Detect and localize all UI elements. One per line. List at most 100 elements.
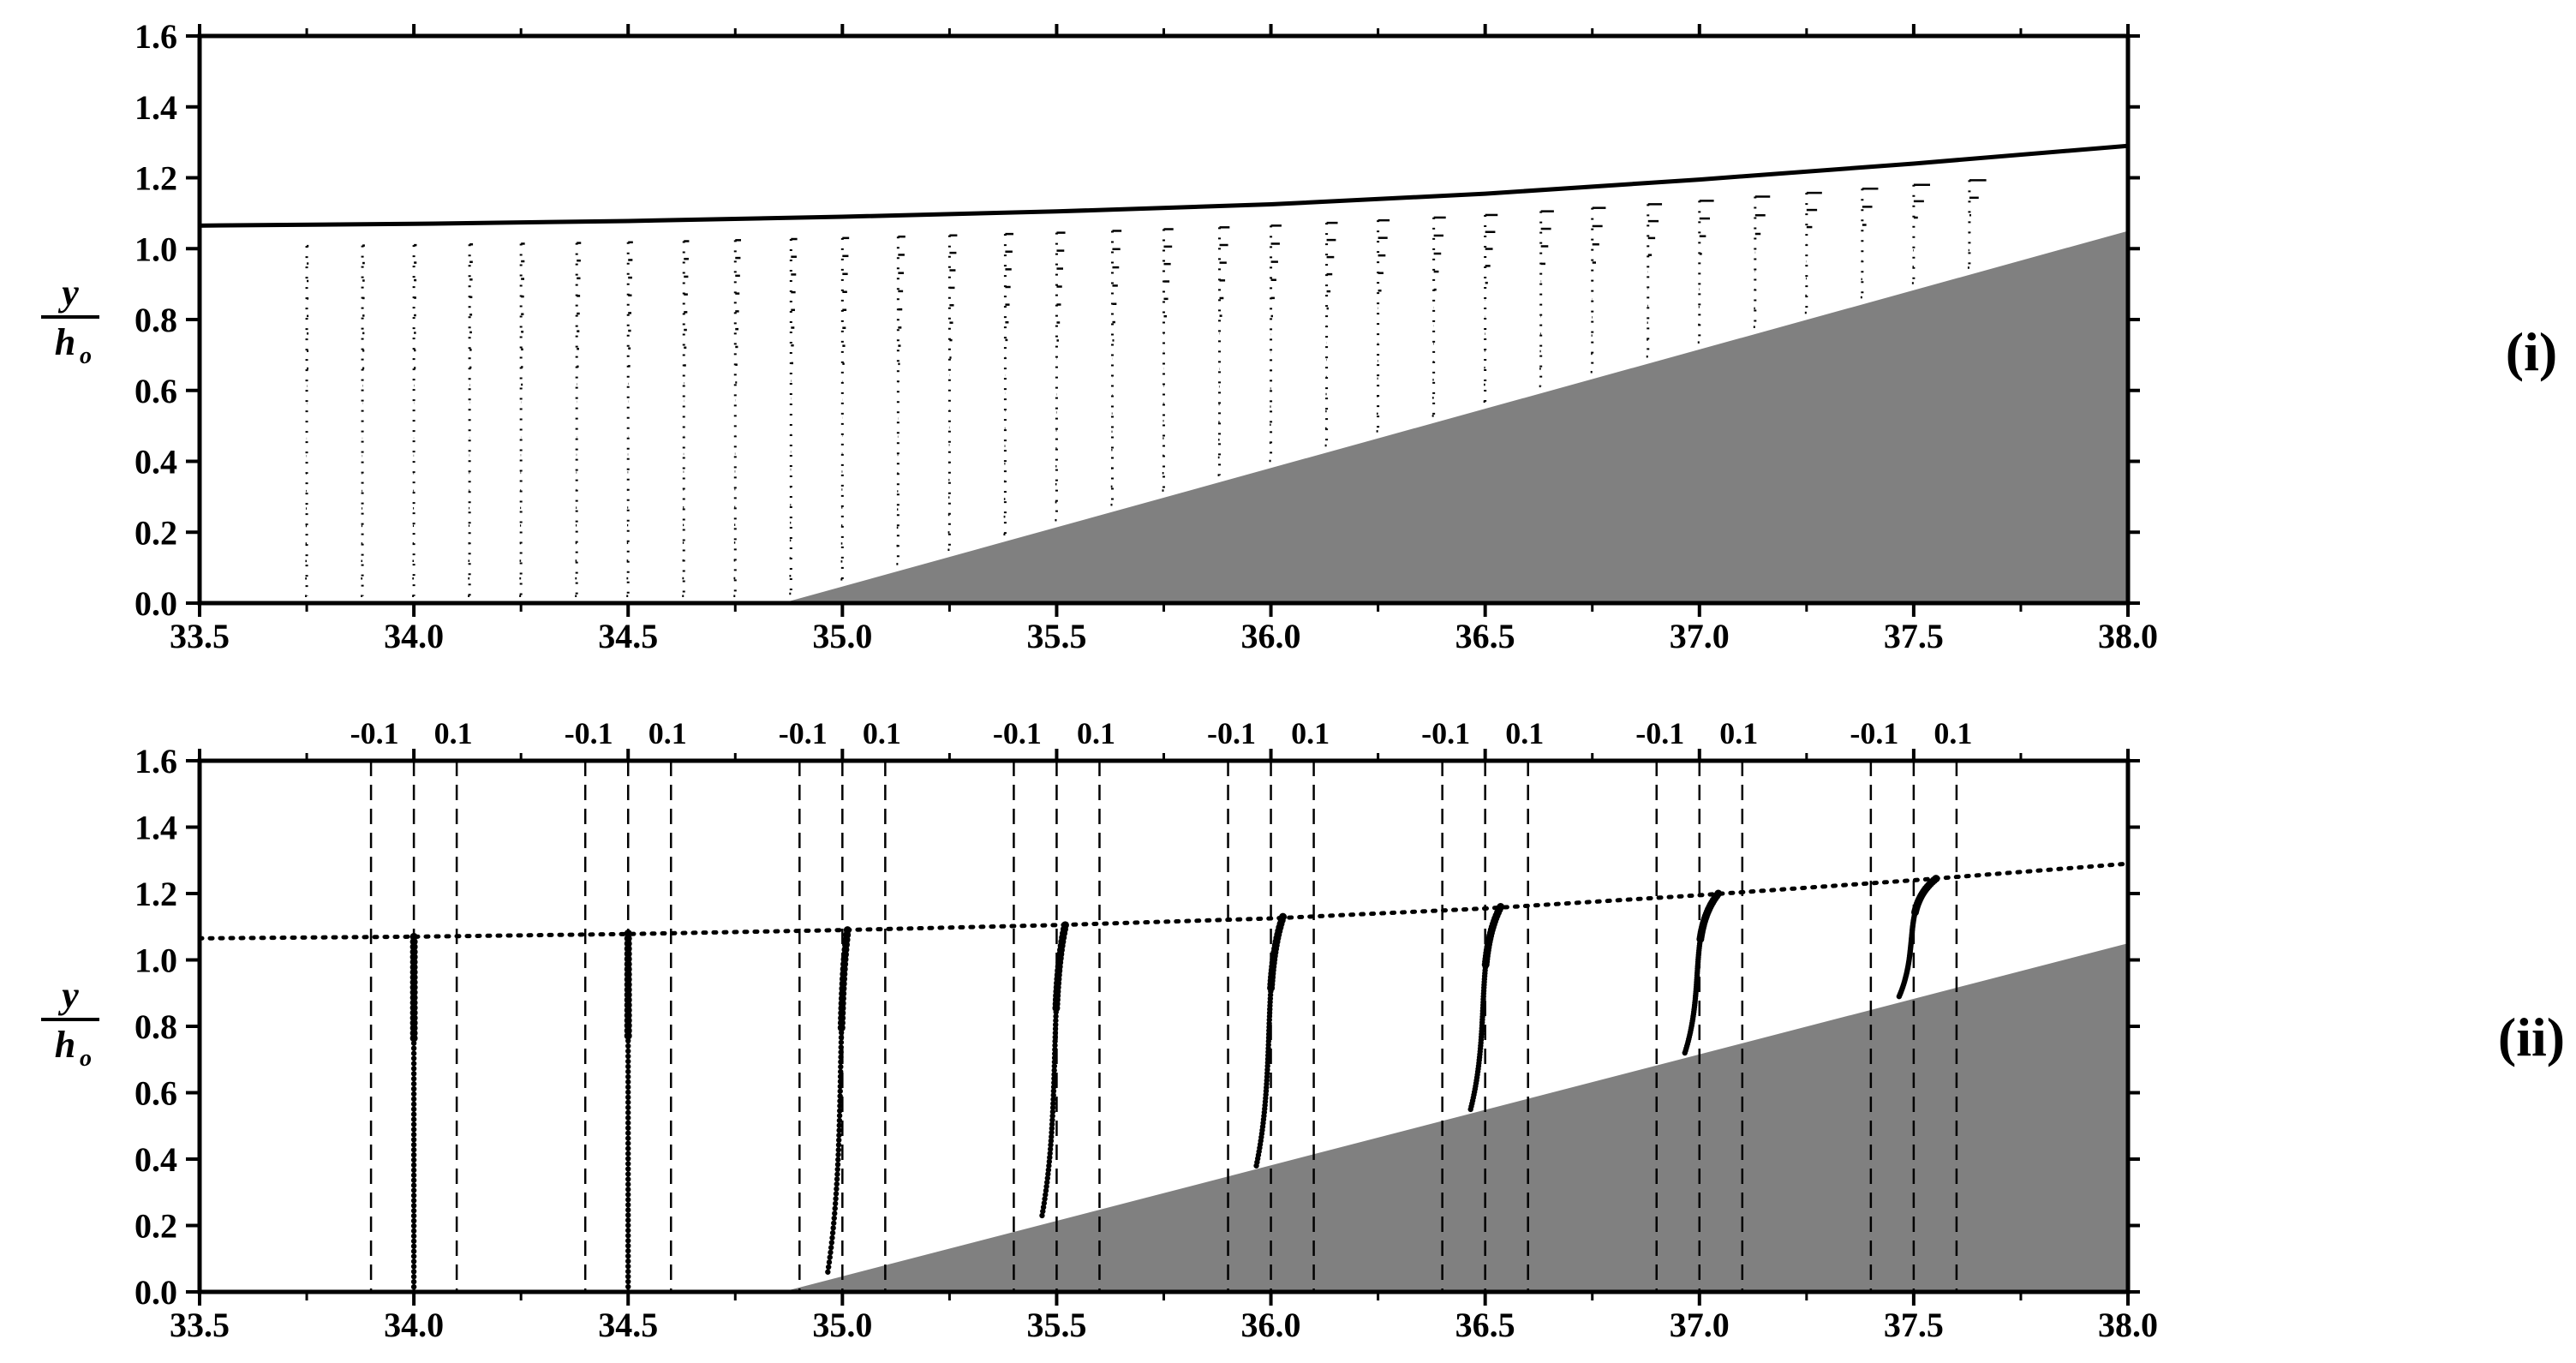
profile-point: [828, 1245, 834, 1251]
profile-point: [825, 1264, 832, 1270]
reference-label-plus: 0.1: [1933, 716, 1972, 750]
profile-point: [1049, 1104, 1056, 1111]
y-label-numerator: y: [57, 974, 79, 1016]
profile-point: [1047, 1146, 1054, 1152]
profile-point: [1040, 1208, 1046, 1215]
velocity-profile: [305, 244, 309, 597]
profile-point: [838, 1054, 844, 1061]
reference-label-plus: 0.1: [648, 716, 687, 750]
profile-point: [1497, 903, 1505, 911]
velocity-profile: [896, 235, 905, 565]
profile-point: [838, 1068, 844, 1075]
velocity-profile: [840, 236, 850, 581]
velocity-profile: [789, 237, 798, 595]
profile-point: [410, 1121, 417, 1127]
velocity-profile: [1003, 232, 1013, 536]
profile-point: [1052, 1030, 1059, 1036]
x-tick-label: 37.5: [1884, 1306, 1944, 1344]
profile-point: [1061, 921, 1069, 930]
profile-point: [410, 1283, 417, 1290]
profile-point: [838, 1044, 844, 1050]
profile-point: [625, 1268, 631, 1275]
reference-label-minus: -0.1: [350, 716, 399, 750]
profile-point: [410, 1208, 417, 1214]
profile-point: [625, 1140, 631, 1146]
profile-point: [625, 1053, 631, 1060]
profile-point: [1053, 1013, 1059, 1019]
profile-point: [826, 1259, 833, 1265]
velocity-profile: [361, 244, 365, 597]
profile-point: [625, 1171, 631, 1177]
profile-point: [625, 1212, 631, 1218]
profile-point: [1052, 1034, 1058, 1040]
profile-point: [625, 1058, 631, 1065]
chart-panel-ii: -0.1 0.1 -0.1 0.1 -0.1 0.1 -0.1 0.1 -0.1 0.1 -0.1 0…: [41, 716, 2565, 1344]
profile-point: [828, 1240, 835, 1246]
velocity-profile: [1324, 221, 1338, 447]
profile-point: [410, 1127, 417, 1133]
profile-point: [837, 1073, 844, 1079]
profile-point: [837, 1088, 843, 1094]
profile-point: [835, 1151, 841, 1158]
profile-point: [625, 1192, 631, 1198]
profile-point: [837, 1083, 844, 1090]
profile-point: [834, 1181, 840, 1187]
x-tick-label: 33.5: [170, 617, 230, 655]
profile-point: [838, 1049, 844, 1055]
velocity-profile: [733, 239, 742, 597]
profile-point: [1051, 1059, 1058, 1065]
velocity-profile: [1539, 210, 1554, 388]
velocity-profile: [624, 930, 632, 1295]
profile-point: [825, 1269, 831, 1275]
reference-label-plus: 0.1: [1291, 716, 1330, 750]
profile-point: [410, 1258, 417, 1264]
profile-point: [410, 1066, 417, 1072]
panel-label: (ii): [2498, 1007, 2565, 1067]
profile-point: [1052, 1050, 1058, 1057]
profile-point: [410, 1080, 417, 1087]
profile-point: [838, 1064, 844, 1070]
profile-point: [625, 1197, 631, 1203]
velocity-profile: [1376, 218, 1390, 433]
x-tick-label: 37.5: [1884, 617, 1944, 655]
profile-point: [410, 1050, 417, 1056]
y-tick-label: 0.8: [134, 301, 177, 339]
profile-point: [836, 1113, 843, 1119]
profile-point: [1052, 1046, 1058, 1053]
reference-label-minus: -0.1: [1635, 716, 1684, 750]
profile-point: [1049, 1109, 1056, 1115]
x-tick-label: 36.5: [1455, 1306, 1515, 1344]
y-tick-label: 1.2: [134, 875, 177, 913]
profile-point: [831, 1220, 837, 1226]
profile-point: [410, 1142, 417, 1148]
profile-point: [1039, 1212, 1045, 1219]
velocity-profile: [1646, 203, 1663, 358]
y-tick-label: 1.6: [134, 17, 177, 56]
profile-point: [836, 1137, 842, 1144]
profile-point: [625, 1242, 631, 1249]
profile-point: [1049, 1113, 1055, 1119]
profile-point: [1044, 1179, 1050, 1186]
profile-point: [410, 1040, 417, 1046]
y-tick-label: 0.0: [134, 584, 177, 623]
profile-point: [625, 1099, 631, 1105]
profile-point: [1042, 1196, 1048, 1202]
profile-point: [625, 1263, 631, 1270]
profile-point: [625, 1079, 631, 1085]
velocity-profile: [1467, 903, 1505, 1113]
reference-label-plus: 0.1: [434, 716, 473, 750]
profile-point: [1046, 1158, 1053, 1165]
velocity-profile: [1967, 179, 1987, 269]
profile-point: [625, 1120, 631, 1126]
profile-point: [831, 1215, 837, 1222]
profile-point: [410, 1106, 417, 1112]
y-label-denominator: h: [55, 1024, 75, 1066]
x-tick-label: 36.0: [1241, 617, 1301, 655]
x-tick-label: 35.5: [1026, 617, 1086, 655]
profile-point: [827, 1254, 833, 1260]
y-tick-label: 1.2: [134, 159, 177, 198]
profile-point: [625, 1115, 631, 1121]
y-tick-label: 0.6: [134, 1074, 177, 1113]
profile-point: [837, 1103, 843, 1109]
panel-label: (i): [2506, 321, 2557, 382]
